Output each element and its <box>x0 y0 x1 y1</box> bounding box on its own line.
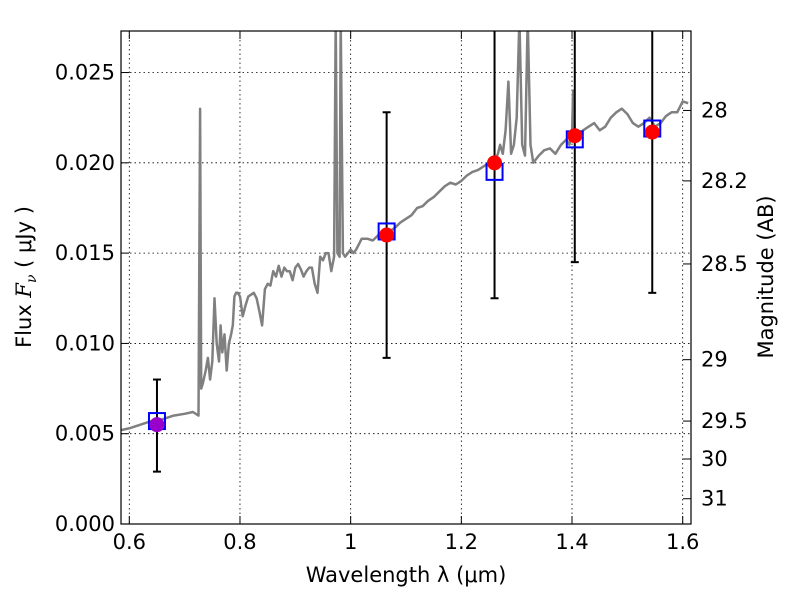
observed-point <box>379 227 395 243</box>
observed-point <box>487 155 503 171</box>
axis-ticks: 0.6 0.8 1 1.2 1.4 1.6 0.000 0.005 0.010 0.015 0.02… <box>55 31 748 554</box>
y-tick-label: 0.025 <box>55 61 115 85</box>
y-axis-label-symbol: F <box>12 282 36 299</box>
y-tick-label: 0.020 <box>55 151 115 175</box>
errorbar-layer <box>152 31 657 473</box>
x-tick-label: 1 <box>344 530 357 554</box>
y2-tick-label: 29 <box>701 348 728 372</box>
x-tick-label: 0.8 <box>223 530 256 554</box>
spectrum-layer <box>121 31 689 432</box>
y-axis-label-subscript: ν <box>24 274 40 283</box>
spectrum-line <box>121 31 689 432</box>
observed-point <box>567 128 583 144</box>
x-tick-label: 1.6 <box>666 530 699 554</box>
x-tick-label: 1.4 <box>555 530 588 554</box>
y-tick-label: 0.010 <box>55 331 115 355</box>
grid-lines <box>121 31 691 525</box>
y2-axis-label: Magnitude (AB) <box>754 195 778 358</box>
model-point-layer <box>147 119 662 431</box>
y2-tick-label: 29.5 <box>701 409 748 433</box>
y2-tick-label: 28 <box>701 98 728 122</box>
x-tick-label: 0.6 <box>113 530 146 554</box>
y2-tick-label: 31 <box>701 487 728 511</box>
observed-point <box>644 124 660 140</box>
y-tick-label: 0.005 <box>55 422 115 446</box>
observed-point <box>149 417 165 433</box>
y2-tick-label: 30 <box>701 447 728 471</box>
y2-tick-label: 28.5 <box>701 252 748 276</box>
observed-point-layer <box>149 124 660 433</box>
y-axis-label-suffix: ( μJy ) <box>12 206 36 274</box>
x-tick-label: 1.2 <box>445 530 478 554</box>
y-axis-label: Flux Fν ( μJy ) <box>12 206 40 348</box>
x-axis-label: Wavelength λ (μm) <box>306 563 507 587</box>
plot-frame <box>120 30 692 525</box>
y-axis-label-prefix: Flux <box>12 298 36 348</box>
y-tick-label: 0.000 <box>55 512 115 536</box>
y-tick-label: 0.015 <box>55 241 115 265</box>
y2-tick-label: 28.2 <box>701 169 748 193</box>
